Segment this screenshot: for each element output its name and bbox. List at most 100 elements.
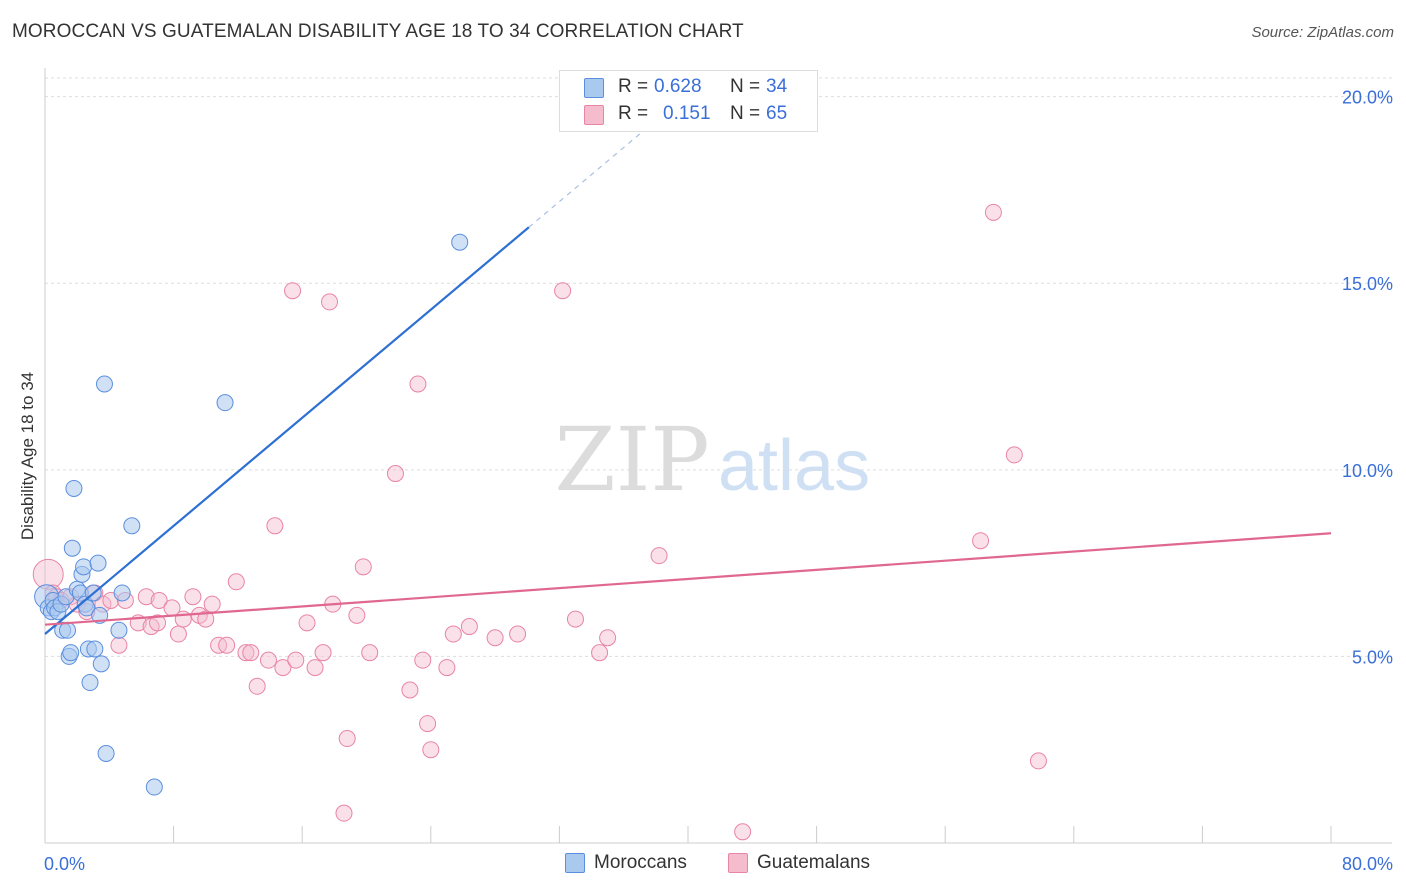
legend-n-value-1: 34: [766, 76, 788, 97]
legend-r-value-1: 0.628: [654, 76, 702, 97]
moroccans-trend-extension: [528, 133, 641, 228]
x-tick-label-80: 80.0%: [1342, 854, 1393, 874]
guatemalans-point: [438, 659, 456, 677]
y-tick-label-15: 15.0%: [1342, 274, 1393, 294]
bottom-guatemalans-swatch: [728, 853, 748, 873]
guatemalans-point: [274, 659, 292, 677]
guatemalans-point: [486, 629, 504, 647]
x-tick-label-0: 0.0%: [44, 854, 85, 874]
moroccans-point: [75, 558, 93, 576]
moroccans-point: [145, 778, 163, 796]
bottom-guatemalans-label: Guatemalans: [757, 852, 871, 873]
moroccans-point: [123, 517, 141, 535]
guatemalans-point: [1029, 752, 1047, 770]
guatemalans-point: [259, 651, 277, 669]
bottom-legend-guatemalans: Guatemalans: [728, 852, 870, 874]
guatemalans-point: [242, 644, 260, 662]
legend-r-label-1: R =: [618, 76, 649, 97]
guatemalans-point: [348, 606, 366, 624]
guatemalans-point: [984, 203, 1002, 221]
moroccans-point: [62, 644, 80, 662]
guatemalans-point: [386, 465, 404, 483]
moroccans-point: [86, 640, 104, 658]
guatemalans-trend-line: [44, 532, 1332, 626]
chart-title: MOROCCAN VS GUATEMALAN DISABILITY AGE 18…: [12, 21, 744, 42]
moroccans-point: [451, 233, 469, 251]
guatemalans-point: [266, 517, 284, 535]
watermark-atlas: atlas: [718, 426, 870, 506]
guatemalans-point: [566, 610, 584, 628]
moroccans-trend-line: [44, 226, 530, 635]
guatemalans-point: [422, 741, 440, 759]
guatemalans-point: [184, 588, 202, 606]
y-tick-label-5: 5.0%: [1352, 647, 1393, 667]
moroccans-point: [65, 479, 83, 497]
guatemalans-point: [227, 573, 245, 591]
guatemalans-point: [401, 681, 419, 699]
y-tick-label-10: 10.0%: [1342, 461, 1393, 481]
guatemalans-point: [554, 282, 572, 300]
watermark: ZIP atlas: [554, 408, 870, 511]
guatemalans-point: [298, 614, 316, 632]
guatemalans-point: [650, 547, 668, 565]
guatemalans-point: [197, 610, 215, 628]
grid: [45, 77, 1392, 657]
guatemalans-point: [591, 644, 609, 662]
moroccans-point: [91, 606, 109, 624]
guatemalans-point: [509, 625, 527, 643]
moroccans-points: [34, 233, 469, 796]
moroccans-point: [89, 554, 107, 572]
guatemalans-point: [335, 804, 353, 822]
guatemalans-point: [361, 644, 379, 662]
moroccans-point: [97, 744, 115, 762]
moroccans-point: [92, 655, 110, 673]
guatemalans-point: [1005, 446, 1023, 464]
axes: [44, 68, 1392, 844]
guatemalans-point: [338, 730, 356, 748]
legend-n-value-2: 65: [766, 103, 788, 124]
guatemalans-point: [203, 595, 221, 613]
moroccans-point: [110, 621, 128, 639]
guatemalans-point: [218, 636, 236, 654]
correlation-legend: R = 0.628 N = 34 R = 0.151 N = 65: [559, 70, 818, 132]
guatemalans-point: [314, 644, 332, 662]
guatemalans-point: [169, 625, 187, 643]
legend-r-label-2: R =: [618, 103, 649, 124]
guatemalans-point: [306, 659, 324, 677]
guatemalans-point: [287, 651, 305, 669]
watermark-zip: ZIP: [554, 408, 709, 511]
moroccans-point: [216, 394, 234, 412]
guatemalans-points: [32, 203, 1047, 841]
moroccans-point: [95, 375, 113, 393]
moroccans-point: [63, 539, 81, 557]
guatemalans-point: [150, 591, 168, 609]
moroccans-point: [59, 621, 77, 639]
source-label: Source: ZipAtlas.com: [1251, 24, 1394, 41]
trend-lines: [44, 133, 1332, 635]
guatemalans-point: [972, 532, 990, 550]
guatemalans-point: [248, 677, 266, 695]
guatemalans-point: [599, 629, 617, 647]
guatemalans-point: [284, 282, 302, 300]
moroccans-swatch: [584, 78, 604, 98]
guatemalans-point: [149, 614, 167, 632]
guatemalans-point: [419, 715, 437, 733]
bottom-moroccans-swatch: [565, 853, 585, 873]
guatemalans-point: [354, 558, 372, 576]
guatemalans-point: [237, 644, 255, 662]
legend-n-label-2: N =: [730, 103, 761, 124]
y-tick-label-20: 20.0%: [1342, 88, 1393, 108]
legend-r-value-2: 0.151: [663, 103, 711, 124]
moroccans-point: [81, 674, 99, 692]
tick-labels: 5.0% 10.0% 15.0% 20.0% 0.0% 80.0%: [44, 88, 1393, 874]
legend-n-label-1: N =: [730, 76, 761, 97]
guatemalans-point: [460, 618, 478, 636]
guatemalans-swatch: [584, 105, 604, 125]
bottom-moroccans-label: Moroccans: [594, 852, 687, 873]
bottom-legend-moroccans: Moroccans: [565, 852, 687, 874]
guatemalans-point: [409, 375, 427, 393]
guatemalans-point: [110, 636, 128, 654]
guatemalans-point: [137, 588, 155, 606]
guatemalans-point: [734, 823, 752, 841]
